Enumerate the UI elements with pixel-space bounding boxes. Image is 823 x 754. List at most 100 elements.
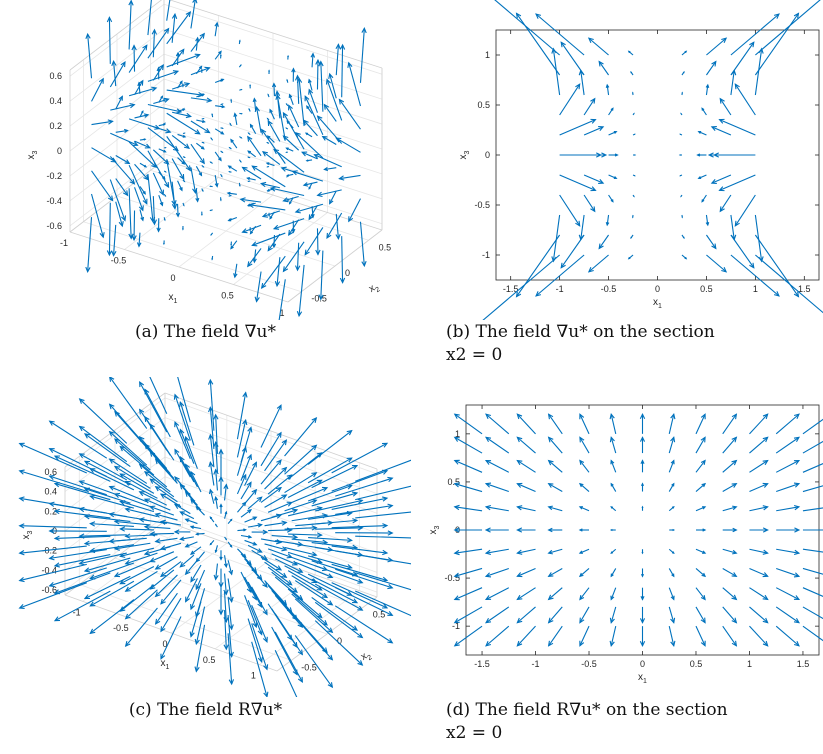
field-arrow-head: [287, 80, 288, 81]
field-arrow: [196, 66, 201, 73]
field-arrow-head: [201, 214, 202, 215]
field-arrow: [126, 509, 158, 517]
field-arrow-head: [226, 539, 227, 540]
field-arrow: [85, 516, 130, 521]
field-arrow-head: [250, 85, 251, 86]
field-arrow-head: [642, 552, 643, 553]
field-arrow: [191, 472, 201, 492]
field-arrow: [349, 199, 361, 222]
y-tick-label: -0.5: [474, 200, 490, 210]
field-arrow-head: [202, 94, 203, 95]
field-arrow: [248, 582, 262, 607]
field-arrow: [342, 236, 343, 282]
field-arrow: [134, 46, 135, 72]
field-arrow: [126, 481, 158, 498]
field-arrow-head: [673, 529, 674, 530]
field-arrow: [257, 272, 262, 302]
field-arrow: [327, 213, 342, 238]
chart-a-3d-quiver: -1-0.500.51-0.500.50.60.40.20-0.2-0.4-0.…: [0, 0, 411, 320]
x-tick-label: -1: [556, 284, 564, 294]
field-arrow: [85, 558, 130, 571]
field-arrow: [92, 194, 104, 237]
field-arrow: [265, 468, 287, 489]
box-edge: [65, 595, 277, 671]
field-arrow-head: [211, 210, 212, 211]
x-tick-label: 1: [753, 284, 758, 294]
field-arrow-head: [202, 190, 203, 191]
field-arrow-head: [183, 228, 184, 229]
x-axis-label: x1: [161, 658, 170, 671]
y-axis-label: x3: [428, 525, 441, 534]
x-tick-label: -0.5: [581, 659, 597, 669]
field-arrow-head: [220, 55, 221, 56]
field-arrow: [191, 565, 201, 582]
field-arrow: [245, 577, 257, 600]
field-arrow-head: [241, 89, 242, 90]
field-arrow: [245, 490, 257, 504]
field-arrow: [110, 62, 125, 87]
field-arrow: [336, 138, 360, 152]
field-arrow: [191, 121, 210, 133]
caption-b: (b) The field ∇u* on the section x2 = 0: [446, 321, 819, 367]
z-tick-label: -0.6: [46, 221, 62, 231]
field-arrow-head: [680, 155, 681, 156]
field-arrow-head: [287, 104, 288, 105]
y-tick-label: 0: [485, 150, 490, 160]
floor-grid-line: [117, 196, 335, 266]
field-arrow-head: [241, 113, 242, 114]
x-axis-label: x1: [653, 297, 662, 310]
field-arrow: [148, 174, 153, 222]
field-arrow: [295, 523, 332, 526]
z-tick-label: 0: [57, 146, 62, 156]
field-arrow: [148, 151, 169, 187]
field-arrow: [153, 30, 154, 57]
y-tick-label: -0.5: [444, 573, 460, 583]
field-arrow-head: [210, 186, 211, 187]
field-arrow: [167, 90, 203, 95]
z-axis-label: x3: [21, 530, 34, 539]
field-arrow-head: [220, 199, 221, 200]
field-arrow: [296, 133, 323, 158]
field-arrow-head: [211, 234, 212, 235]
field-arrow: [55, 591, 110, 621]
field-arrow: [272, 510, 297, 517]
field-arrow: [186, 492, 198, 505]
x-tick-label: 1.5: [797, 659, 810, 669]
field-arrow: [126, 535, 158, 536]
x-tick-label: -1.5: [474, 659, 490, 669]
field-arrow: [295, 599, 332, 632]
field-arrow: [248, 564, 262, 580]
field-arrow: [263, 152, 280, 165]
field-arrow: [355, 536, 411, 538]
x-tick-label: 1: [747, 659, 752, 669]
panel-d: -1.5 -1 -0.5 0 0.5 1 1.5 1 0.5 0 -0.5 -1 x1 x3 (d) Th…: [411, 377, 823, 754]
x-tick-label: 0.5: [690, 659, 703, 669]
caption-a: (a) The field ∇u*: [0, 321, 411, 344]
field-arrow-head: [682, 93, 683, 94]
field-arrow-head: [216, 525, 217, 526]
y-axis-label: x2: [367, 281, 381, 297]
field-arrow: [268, 475, 292, 494]
field-arrow-head: [222, 152, 223, 153]
field-arrow: [355, 456, 411, 481]
x-axis-label: x1: [638, 672, 647, 685]
caption-d: (d) The field R∇u* on the section x2 = 0: [446, 699, 819, 745]
y-tick-label: -0.5: [301, 662, 317, 672]
field-arrow: [274, 219, 304, 229]
x-tick-label: -1: [532, 659, 540, 669]
field-arrow: [150, 570, 174, 589]
field-arrow-head: [212, 114, 213, 115]
field-arrow: [167, 12, 191, 44]
field-arrow: [50, 476, 107, 495]
field-arrow-head: [633, 93, 634, 94]
field-arrow: [248, 497, 262, 509]
field-arrow-head: [212, 258, 213, 259]
field-arrow: [85, 434, 130, 467]
field-arrow: [308, 513, 352, 519]
panel-c: -1 -0.5 0 0.5 1 -0.5 0 0.5 0.6 0.4 0.2 0 -0.2 -0.4 -0.…: [0, 377, 411, 754]
field-arrow: [55, 484, 110, 500]
field-arrow-head: [201, 70, 202, 71]
field-arrow: [85, 540, 130, 544]
field-arrow: [237, 549, 245, 557]
field-arrow: [272, 572, 297, 592]
